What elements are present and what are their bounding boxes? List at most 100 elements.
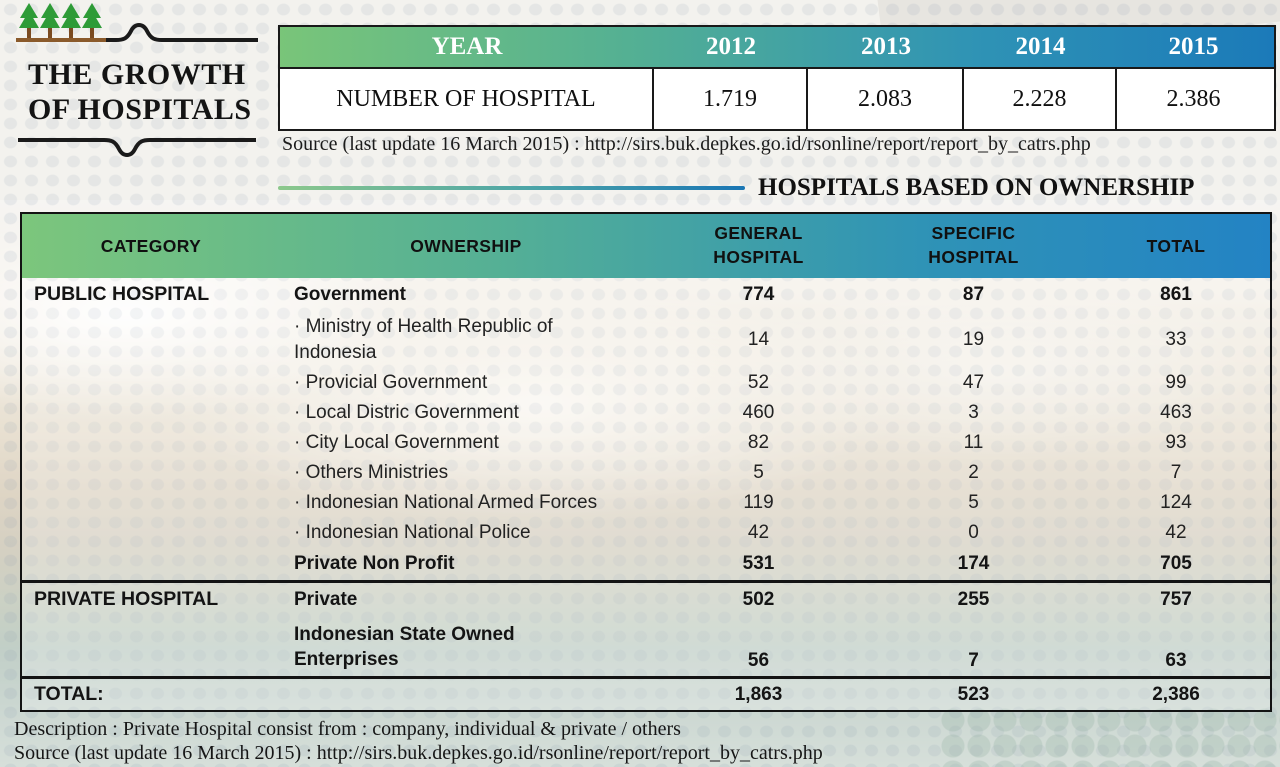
ownership-label: Indonesian State Owned Enterprises [294, 623, 515, 670]
ownership-label: · Local Distric Government [294, 402, 519, 424]
specific-total-value: 523 [957, 683, 990, 705]
general-value: 774 [742, 283, 775, 305]
table-row: · Others Ministries 5 2 7 [22, 458, 1270, 488]
category-label: PRIVATE HOSPITAL [34, 588, 219, 610]
valley-line-icon [18, 138, 256, 157]
ownership-label: Private [294, 588, 358, 610]
ground-line [16, 38, 106, 42]
table-row: Indonesian State Owned Enterprises 56 7 … [22, 616, 1270, 676]
table-row: · Ministry of Health Republic of Indones… [22, 311, 1270, 368]
growth-table-header: YEAR 2012 2013 2014 2015 [280, 27, 1274, 67]
total-value: 757 [1160, 588, 1192, 610]
total-value: 705 [1160, 553, 1192, 574]
tree-icon [61, 3, 81, 38]
specific-value: 47 [962, 372, 985, 393]
ownership-header-category: CATEGORY [100, 235, 202, 256]
specific-value: 19 [962, 328, 985, 350]
ownership-header-ownership: OWNERSHIP [410, 235, 522, 256]
general-value: 82 [747, 432, 770, 453]
grand-total-value: 2,386 [1152, 683, 1200, 705]
specific-value: 87 [962, 283, 985, 305]
ownership-table-header: CATEGORY OWNERSHIP GENERAL HOSPITAL SPEC… [22, 214, 1270, 278]
section-divider [22, 676, 1270, 679]
growth-table: YEAR 2012 2013 2014 2015 NUMBER OF HOSPI… [278, 25, 1276, 131]
ownership-label: · Ministry of Health Republic of Indones… [294, 316, 553, 363]
growth-value-2013: 2.083 [808, 69, 964, 129]
hill-line [106, 23, 258, 42]
page-title: THE GROWTH OF HOSPITALS [28, 57, 260, 127]
growth-header-2015: 2015 [1168, 33, 1219, 60]
total-value: 463 [1160, 402, 1192, 423]
specific-value: 7 [968, 650, 979, 671]
tree-icon [19, 3, 39, 38]
table-row: · Local Distric Government 460 3 463 [22, 398, 1270, 428]
table-row: Private Non Profit 531 174 705 [22, 548, 1270, 580]
ownership-label: Government [294, 283, 406, 305]
general-value: 42 [747, 522, 770, 543]
growth-table-row: NUMBER OF HOSPITAL 1.719 2.083 2.228 2.3… [280, 67, 1274, 129]
table-row: · Indonesian National Armed Forces 119 5… [22, 488, 1270, 518]
footer-notes: Description : Private Hospital consist f… [14, 717, 823, 765]
specific-value: 2 [968, 462, 979, 483]
total-value: 93 [1165, 432, 1187, 453]
growth-value-2014: 2.228 [964, 69, 1117, 129]
ownership-label: · City Local Government [294, 432, 499, 454]
section-title: HOSPITALS BASED ON OWNERSHIP [758, 174, 1195, 201]
specific-value: 3 [968, 402, 979, 423]
growth-header-2014: 2014 [1015, 33, 1066, 60]
ownership-header-general: GENERAL HOSPITAL [713, 223, 804, 267]
general-value: 14 [747, 328, 770, 350]
table-row: · Provicial Government 52 47 99 [22, 368, 1270, 398]
trees-hill-icon [16, 3, 258, 42]
ownership-header-specific: SPECIFIC HOSPITAL [928, 223, 1019, 267]
specific-value: 0 [968, 522, 979, 543]
footer-source: Source (last update 16 March 2015) : htt… [14, 742, 823, 764]
growth-header-2013: 2013 [861, 33, 911, 60]
general-value: 460 [742, 402, 775, 423]
total-value: 42 [1165, 522, 1187, 543]
general-value: 5 [753, 462, 764, 483]
ownership-label: Private Non Profit [294, 553, 455, 575]
total-row: TOTAL: 1,863 523 2,386 [22, 679, 1270, 710]
table-row: PUBLIC HOSPITAL Government 774 87 861 [22, 278, 1270, 311]
large-dot-pattern [940, 707, 1280, 767]
ownership-label: · Indonesian National Police [294, 522, 531, 544]
general-total-value: 1,863 [734, 683, 783, 705]
ownership-label: · Indonesian National Armed Forces [294, 492, 598, 514]
landscape-background [0, 200, 1280, 767]
ownership-table: CATEGORY OWNERSHIP GENERAL HOSPITAL SPEC… [20, 212, 1272, 712]
tree-icon [82, 3, 102, 38]
general-value: 56 [747, 650, 770, 671]
tree-icon [40, 3, 60, 38]
table-row: · Indonesian National Police 42 0 42 [22, 518, 1270, 548]
growth-value-2015: 2.386 [1166, 85, 1221, 112]
general-value: 119 [743, 492, 774, 513]
specific-value: 255 [957, 588, 990, 610]
total-value: 124 [1160, 492, 1192, 513]
page-title-line1: THE GROWTH [28, 58, 246, 91]
page-title-line2: OF HOSPITALS [28, 93, 252, 126]
growth-row-label: NUMBER OF HOSPITAL [280, 69, 654, 129]
growth-value-2012: 1.719 [654, 69, 808, 129]
general-value: 52 [747, 372, 770, 393]
category-label: PUBLIC HOSPITAL [34, 283, 210, 305]
total-value: 7 [1170, 462, 1182, 483]
total-value: 861 [1160, 283, 1192, 305]
logo: THE GROWTH OF HOSPITALS [16, 2, 260, 161]
total-label: TOTAL: [34, 683, 104, 705]
gradient-divider-line [278, 186, 745, 190]
ownership-label: · Others Ministries [294, 462, 449, 484]
specific-value: 5 [968, 492, 979, 513]
footer-description: Description : Private Hospital consist f… [14, 718, 681, 740]
growth-header-year: YEAR [431, 33, 503, 60]
specific-value: 11 [963, 432, 984, 453]
ownership-label: · Provicial Government [294, 372, 488, 394]
table-row: PRIVATE HOSPITAL Private 502 255 757 [22, 583, 1270, 616]
total-value: 33 [1165, 328, 1187, 350]
growth-header-2012: 2012 [706, 33, 756, 60]
specific-value: 174 [957, 553, 990, 574]
growth-table-source: Source (last update 16 March 2015) : htt… [282, 133, 1091, 155]
general-value: 531 [742, 553, 775, 574]
ownership-header-total: TOTAL [1146, 235, 1206, 256]
total-value: 63 [1165, 650, 1187, 671]
